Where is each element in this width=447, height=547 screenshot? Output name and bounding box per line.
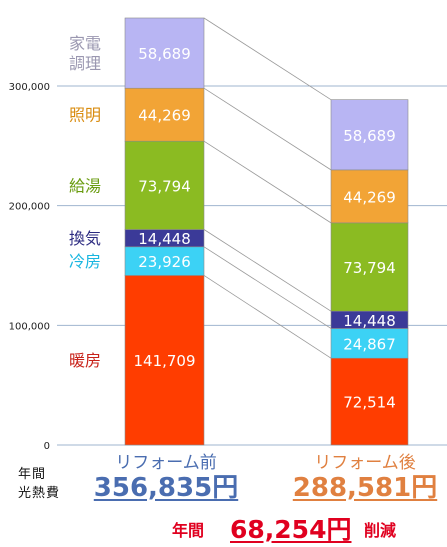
data-label-1-4: 44,269 <box>343 188 396 206</box>
connector-line-3 <box>203 229 332 312</box>
data-label-1-3: 73,794 <box>343 259 396 277</box>
bar-segment-0-1 <box>124 246 205 276</box>
y-tick-label-1: 100,000 <box>9 321 50 332</box>
legend-label-3: 給湯 <box>69 176 101 195</box>
saving-suffix: 削減 <box>364 521 397 540</box>
total-after: 288,581円 <box>292 473 438 503</box>
legend-label-0: 暖房 <box>69 351 101 370</box>
total-before: 356,835円 <box>93 473 239 503</box>
data-label-0-0: 141,709 <box>133 352 195 370</box>
y-tick-label-2: 200,000 <box>9 202 50 213</box>
bar-segment-1-0 <box>330 357 409 446</box>
legend-label-5-a: 家電 <box>69 34 101 53</box>
legend-label-2: 換気 <box>69 229 101 248</box>
data-label-0-2: 14,448 <box>138 230 191 248</box>
connector-line-1 <box>203 275 332 359</box>
data-label-0-4: 44,269 <box>138 107 191 125</box>
y-tick-label-3: 300,000 <box>9 82 50 93</box>
bar-segment-0-4 <box>124 87 205 142</box>
connector-line-4 <box>203 140 332 224</box>
data-label-1-5: 58,689 <box>343 127 396 145</box>
bar-segment-1-1 <box>330 328 409 359</box>
category-label-after: リフォーム後 <box>314 453 416 473</box>
data-label-1-1: 24,867 <box>343 335 396 353</box>
bar-segment-0-5 <box>124 17 205 89</box>
y-tick-label-0: 0 <box>44 441 50 452</box>
data-label-0-3: 73,794 <box>138 177 191 195</box>
data-label-1-0: 72,514 <box>343 394 396 412</box>
legend-label-1: 冷房 <box>69 252 101 271</box>
y-axis-label-line-1: 年間 <box>18 467 47 482</box>
bar-segment-1-4 <box>330 169 409 224</box>
saving-prefix: 年間 <box>172 521 205 540</box>
bar-segment-1-5 <box>330 99 409 171</box>
connector-line-6 <box>203 17 332 101</box>
data-label-1-2: 14,448 <box>343 312 396 330</box>
legend-label-4: 照明 <box>69 106 101 125</box>
legend-label-5-b: 調理 <box>69 54 101 73</box>
bar-segment-0-0 <box>124 275 205 446</box>
y-axis-label-line-2: 光熱費 <box>18 486 61 501</box>
bar-segment-1-3 <box>330 222 409 312</box>
connector-line-5 <box>203 87 332 171</box>
saving-amount: 68,254円 <box>230 515 352 544</box>
category-label-before: リフォーム前 <box>115 453 217 473</box>
bar-segment-0-3 <box>124 140 205 230</box>
data-label-0-5: 58,689 <box>138 45 191 63</box>
connector-line-2 <box>203 246 332 329</box>
data-label-0-1: 23,926 <box>138 253 191 271</box>
